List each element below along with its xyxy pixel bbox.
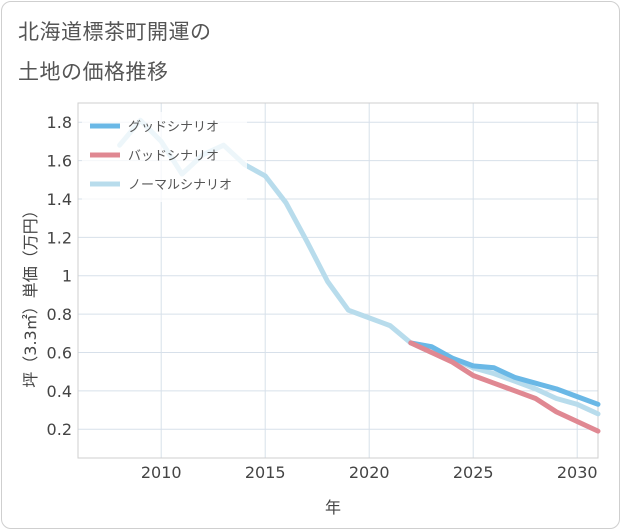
y-axis-title: 坪（3.3㎡）単価（万円） — [21, 202, 40, 387]
y-tick-label: 1.2 — [47, 228, 72, 247]
y-tick-label: 1.8 — [47, 113, 72, 132]
x-tick-label: 2010 — [141, 463, 182, 482]
y-axis-ticks: 0.2 0.4 0.6 0.8 1 1.2 1.4 1.6 1.8 — [47, 113, 72, 439]
chart-title-line-2: 土地の価格推移 — [18, 60, 169, 84]
y-tick-label: 1.6 — [47, 152, 72, 171]
x-tick-label: 2020 — [349, 463, 390, 482]
x-tick-label: 2015 — [245, 463, 286, 482]
y-tick-label: 1.4 — [47, 190, 72, 209]
x-axis-title: 年 — [325, 498, 341, 517]
legend-label: グッドシナリオ — [128, 120, 219, 135]
series-line-0 — [408, 340, 601, 407]
legend-label: バッドシナリオ — [128, 149, 219, 164]
y-tick-label: 0.2 — [47, 420, 72, 439]
x-tick-label: 2025 — [453, 463, 494, 482]
y-tick-label: 1 — [62, 267, 72, 286]
y-tick-label: 0.4 — [47, 382, 72, 401]
series-line-1 — [408, 340, 601, 434]
y-tick-label: 0.6 — [47, 343, 72, 362]
legend-label: ノーマルシナリオ — [128, 178, 232, 193]
chart-title-line-1: 北海道標茶町開運の — [18, 20, 212, 44]
x-tick-label: 2030 — [557, 463, 598, 482]
plot-area-border — [77, 102, 599, 459]
y-tick-label: 0.8 — [47, 305, 72, 324]
x-axis-ticks: 2010 2015 2020 2025 2030 — [141, 463, 598, 482]
